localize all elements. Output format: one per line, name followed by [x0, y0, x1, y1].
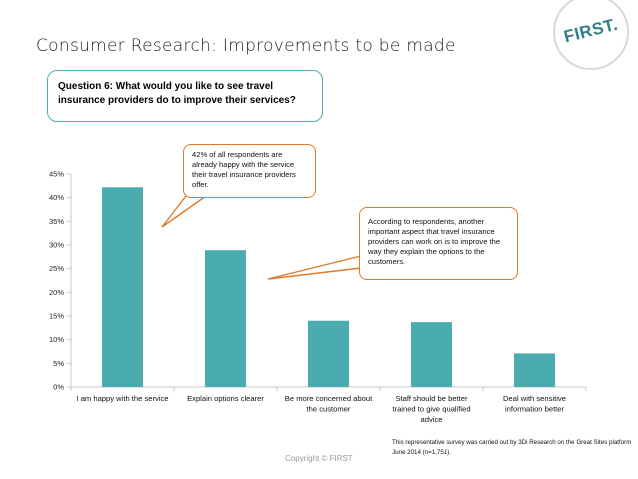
y-tick-label: 0% [53, 383, 64, 392]
y-tick-label: 25% [49, 264, 64, 273]
chart-bars [102, 187, 555, 387]
x-category-label: Staff should be better [395, 394, 468, 403]
x-category-labels: I am happy with the service Explain optio… [76, 394, 565, 424]
x-category-label: advice [421, 415, 443, 424]
x-category-label: trained to give qualified [392, 405, 470, 414]
y-tick-label: 40% [49, 193, 64, 202]
callout-happy-service: 42% of all respondents are already happy… [183, 144, 316, 198]
first-logo: FIRST. [553, 0, 629, 70]
question-box: Question 6: What would you like to see t… [47, 70, 323, 122]
bar-5 [514, 353, 555, 387]
copyright-text: Copyright © FIRST [285, 454, 353, 463]
callout-pointer-1 [161, 195, 207, 228]
y-tick-label: 5% [53, 359, 64, 368]
y-tick-label: 15% [49, 312, 64, 321]
y-tick-label: 30% [49, 241, 64, 250]
x-category-label: Be more concerned about [285, 394, 373, 403]
x-category-label: information better [505, 405, 565, 414]
x-category-label: Deal with sensitive [503, 394, 566, 403]
y-tick-labels: 0% 5% 10% 15% 20% 25% 30% 35% 40% 45% [49, 170, 64, 392]
y-tick-label: 45% [49, 170, 64, 179]
x-category-label: Explain options clearer [187, 394, 264, 403]
y-tick-label: 20% [49, 288, 64, 297]
bar-1 [102, 187, 143, 387]
callout-explain-options: According to respondents, another import… [359, 207, 518, 280]
bar-3 [308, 320, 349, 387]
bar-4 [411, 322, 452, 387]
y-tick-label: 10% [49, 335, 64, 344]
survey-footnote: This representative survey was carried o… [392, 439, 632, 456]
x-category-label: the customer [307, 405, 351, 414]
y-tick-label: 35% [49, 217, 64, 226]
x-category-label: I am happy with the service [76, 394, 168, 403]
bar-2 [205, 250, 246, 387]
page-title: Consumer Research: Improvements to be ma… [36, 36, 456, 56]
callout-pointer-2 [267, 255, 362, 280]
